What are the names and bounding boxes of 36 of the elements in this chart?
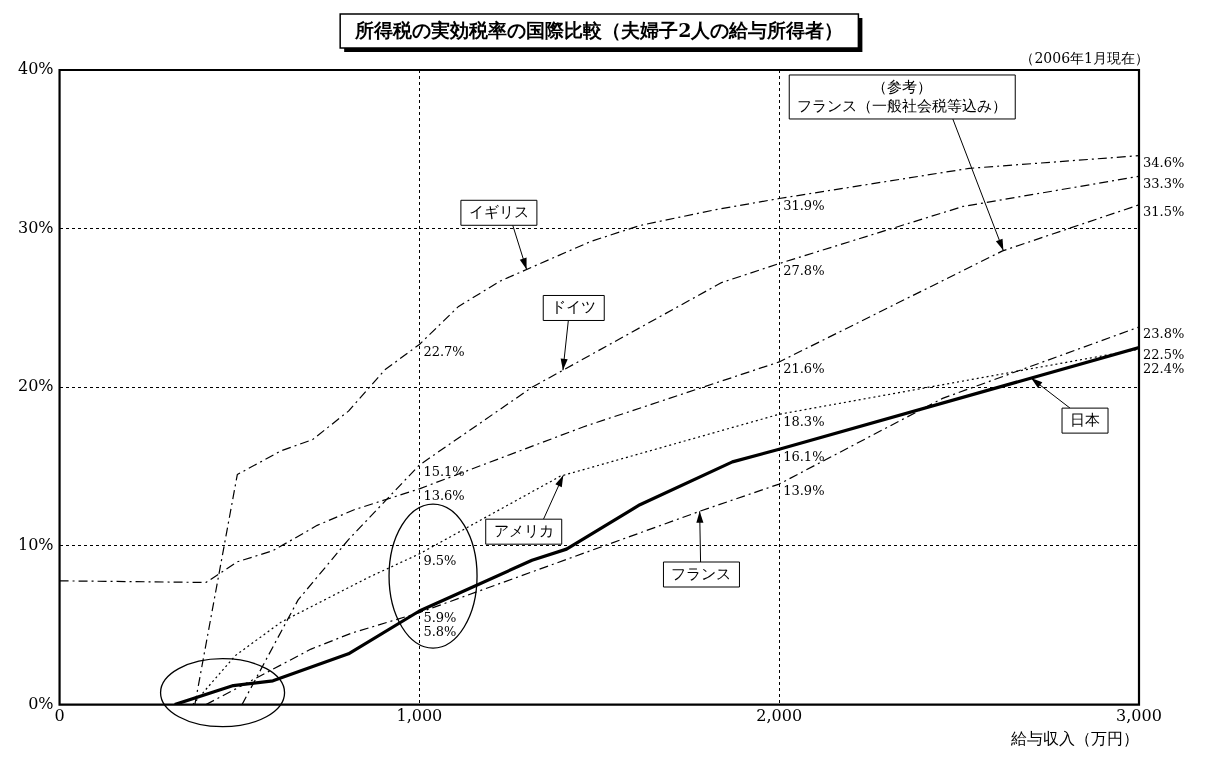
data-label: 18.3% bbox=[783, 413, 825, 429]
x-tick-label: 2,000 bbox=[756, 706, 803, 726]
x-tick-label: 1,000 bbox=[396, 706, 443, 726]
series-label: アメリカ bbox=[493, 522, 554, 541]
data-label: 22.5% bbox=[1143, 347, 1185, 363]
data-label: 13.6% bbox=[423, 488, 465, 504]
data-label: 34.6% bbox=[1143, 155, 1185, 171]
data-label: 21.6% bbox=[783, 361, 825, 377]
data-label: 16.1% bbox=[783, 448, 825, 464]
data-label: 23.8% bbox=[1143, 326, 1185, 342]
text: （参考）フランス（一般社会税等込み） bbox=[797, 77, 1008, 115]
x-axis-title: 給与収入（万円） bbox=[1010, 728, 1139, 748]
text: 日本 bbox=[1070, 411, 1101, 430]
data-label: 9.5% bbox=[423, 553, 457, 569]
text: イギリス bbox=[468, 203, 529, 222]
data-label: 5.8% bbox=[423, 624, 457, 640]
chart-subtitle: （2006年1月現在） bbox=[1020, 49, 1149, 66]
data-label: 13.9% bbox=[783, 483, 825, 499]
text: フランス bbox=[671, 564, 732, 583]
data-label: 33.3% bbox=[1143, 175, 1185, 191]
x-tick-label: 0 bbox=[54, 706, 65, 726]
data-label: 27.8% bbox=[783, 262, 825, 278]
data-label: 31.5% bbox=[1143, 204, 1185, 220]
x-tick-label: 3,000 bbox=[1116, 706, 1162, 726]
y-tick-label: 40% bbox=[18, 59, 54, 79]
data-label: 5.9% bbox=[423, 610, 457, 626]
chart-title: 所得税の実効税率の国際比較（夫婦子2人の給与所得者） bbox=[354, 18, 844, 41]
y-tick-label: 30% bbox=[18, 217, 54, 237]
y-tick-label: 20% bbox=[18, 376, 54, 396]
y-tick-label: 10% bbox=[18, 535, 54, 555]
data-label: 31.9% bbox=[783, 197, 825, 213]
data-label: 22.4% bbox=[1143, 361, 1185, 377]
data-label: 22.7% bbox=[423, 343, 465, 359]
data-label: 15.1% bbox=[423, 464, 465, 480]
y-tick-label: 0% bbox=[28, 693, 54, 713]
text: ドイツ bbox=[551, 298, 597, 317]
